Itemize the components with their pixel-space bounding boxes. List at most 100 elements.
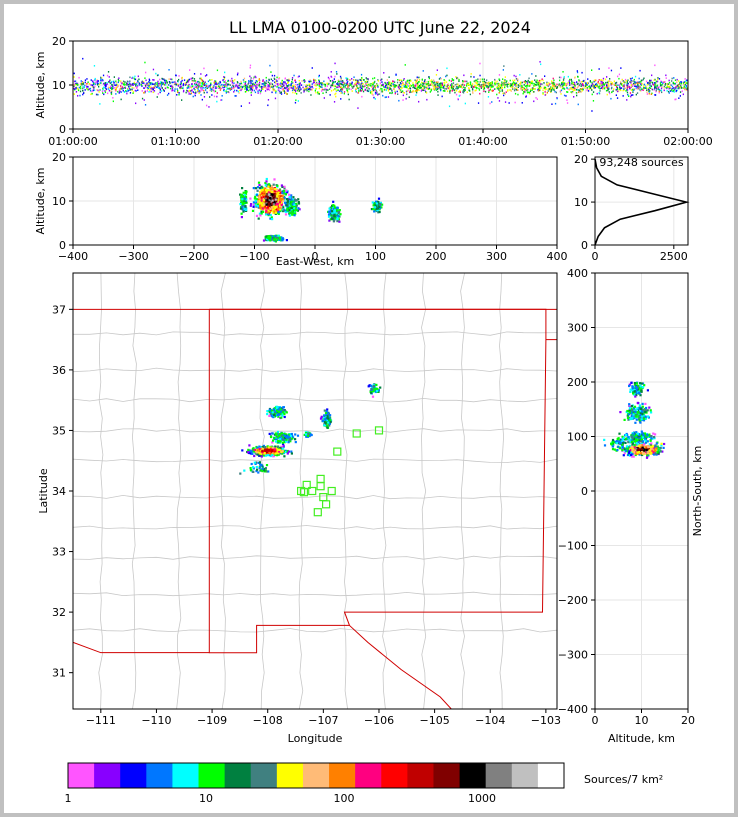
time-height-source [586,87,588,89]
time-height-source [188,92,190,94]
ew-height-source [252,201,255,204]
time-height-source [128,83,130,86]
time-height-source [528,91,531,94]
time-height-source [580,91,582,93]
time-height-source [286,93,288,95]
time-height-source [649,85,651,87]
ew-height-source [267,209,270,213]
time-height-source [422,89,424,91]
time-height-source [222,84,224,86]
ew-height-source [333,209,336,212]
time-height-source [260,85,263,88]
ew-height-source [271,201,274,204]
time-height-source [73,72,75,75]
time-height-source [298,79,300,82]
time-height-source [359,90,361,92]
time-height-source [588,88,590,90]
time-height-source [611,91,613,94]
time-height-source [531,87,534,89]
time-height-source [515,85,517,87]
time-height-source [673,87,675,89]
time-height-source [204,84,206,86]
time-height-source [106,83,108,85]
time-height-source [229,79,231,82]
time-height-source [414,84,416,87]
time-height-source [404,84,407,87]
time-height-source [210,87,212,90]
time-height-source [565,84,568,86]
time-height-source [668,79,670,82]
time-height-source [563,88,566,90]
time-height-source [136,86,138,88]
time-height-source [196,83,198,86]
time-height-source [313,81,316,84]
time-height-source [136,81,138,84]
time-height-source [274,85,276,87]
time-height-source [158,87,160,89]
ew-height-source [259,192,262,195]
time-height-source [129,80,131,82]
time-height-source [138,83,141,85]
time-height-source [522,86,524,89]
time-height-source [277,83,280,85]
time-height-xtick: 01:20:00 [253,135,302,148]
time-height-source [143,82,145,84]
ew-height-source [265,202,268,205]
time-height-source [299,83,302,86]
time-height-source [99,89,101,91]
time-height-source [171,86,174,89]
time-height-source [115,80,117,83]
time-height-source [200,87,202,89]
time-height-source [202,86,204,89]
time-height-source [148,85,150,88]
time-height-source [308,86,310,89]
time-height-source [318,79,320,81]
time-height-source [115,89,117,91]
time-height-source [76,87,78,90]
time-height-source [360,80,363,82]
time-height-source [280,81,283,84]
time-height-source [282,85,284,88]
ew-height-source [286,191,289,194]
time-height-source [646,89,648,91]
time-height-source [584,85,586,87]
time-height-source [440,77,442,80]
time-height-source [445,85,447,88]
time-height-source [348,88,350,90]
ew-height-source [271,218,274,221]
time-height-source [340,88,343,90]
time-height-source [683,81,685,83]
time-height-source [558,84,560,87]
time-height-source [575,88,578,91]
time-height-source [433,87,435,89]
time-height-source [211,88,213,91]
time-height-source [384,96,386,99]
time-height-source [595,83,597,86]
ew-height-source [282,209,285,212]
time-height-source [365,77,367,79]
time-height-source [230,88,232,90]
ew-height-source [269,217,272,220]
county-boundary [460,273,465,709]
time-height-source [629,87,631,90]
ew-height-source [265,209,268,213]
time-height-source [464,87,466,89]
time-height-source [272,85,274,88]
time-height-source [641,82,643,85]
time-height-source [262,80,265,82]
time-height-source [205,89,207,91]
time-height-source [291,89,294,92]
state-border [73,641,210,654]
ew-height-source [336,220,339,223]
time-height-source [660,87,663,90]
time-height-source [514,87,516,89]
time-height-source [392,80,394,82]
time-height-source [536,81,538,84]
time-height-source [86,86,88,88]
ew-height-source [285,189,288,192]
time-height-source [268,86,270,89]
time-height-source [257,90,259,92]
time-height-source [200,94,202,96]
time-height-source [575,92,578,94]
time-height-source [395,73,397,76]
